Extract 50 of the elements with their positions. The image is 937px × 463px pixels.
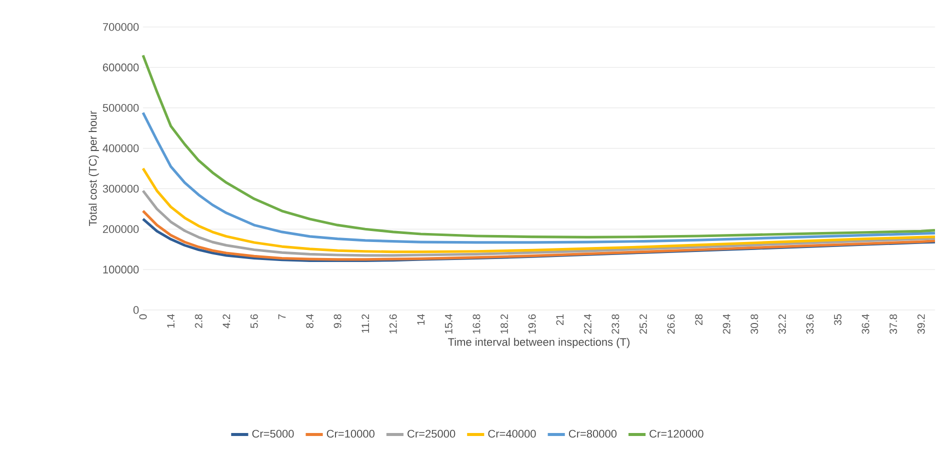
x-tick-label: 23.8 xyxy=(612,314,620,334)
x-tick-label: 18.2 xyxy=(500,314,508,334)
x-tick-label: 14 xyxy=(417,314,425,325)
x-tick-label: 37.8 xyxy=(890,314,898,334)
x-tick-label: 21 xyxy=(556,314,564,325)
legend-label: Cr=120000 xyxy=(650,430,704,438)
y-tick-label: 100000 xyxy=(103,266,139,274)
x-tick-label: 11.2 xyxy=(362,314,369,333)
legend-label: Cr=10000 xyxy=(326,430,374,438)
line-series xyxy=(142,210,936,261)
y-tick-label: 700000 xyxy=(103,23,139,31)
x-tick-label: 0 xyxy=(139,314,147,320)
x-tick-label: 5.6 xyxy=(250,314,258,328)
x-tick-label: 7 xyxy=(278,314,286,320)
x-axis-title: Time interval between inspections (T) xyxy=(448,338,630,348)
line-series xyxy=(142,111,936,244)
line-series xyxy=(142,167,936,254)
x-tick-label: 39.2 xyxy=(917,314,925,334)
x-tick-label: 12.6 xyxy=(389,314,397,334)
x-tick-label: 29.4 xyxy=(722,314,730,334)
x-tick-label: 35 xyxy=(834,314,842,326)
x-tick-label: 9.8 xyxy=(334,314,342,328)
line-series xyxy=(142,54,936,239)
x-tick-label: 22.4 xyxy=(584,314,592,334)
x-tick-label: 8.4 xyxy=(306,314,314,328)
x-tick-label: 30.8 xyxy=(750,314,758,334)
x-tick-label: 1.4 xyxy=(167,314,174,328)
x-tick-label: 32.2 xyxy=(778,314,786,334)
x-tick-label: 15.4 xyxy=(445,314,452,334)
legend-label: Cr=25000 xyxy=(408,430,456,438)
line-series xyxy=(142,189,936,257)
x-tick-label: 16.8 xyxy=(472,314,480,334)
y-tick-label: 0 xyxy=(133,306,139,314)
y-tick-label: 300000 xyxy=(102,184,139,193)
y-tick-label: 400000 xyxy=(102,144,139,152)
y-tick-label: 200000 xyxy=(102,225,139,234)
legend-label: Cr=5000 xyxy=(252,430,294,438)
x-tick-label: 28 xyxy=(695,314,703,325)
y-tick-label: 600000 xyxy=(103,64,139,72)
y-tick-label: 500000 xyxy=(102,104,139,112)
x-tick-label: 25.2 xyxy=(640,314,647,334)
x-tick-label: 26.6 xyxy=(667,314,675,334)
x-tick-label: 4.2 xyxy=(222,314,230,328)
x-tick-label: 33.6 xyxy=(806,314,814,334)
x-tick-label: 36.4 xyxy=(862,314,870,334)
x-tick-label: 2.8 xyxy=(194,314,202,328)
legend-label: Cr=40000 xyxy=(488,430,536,438)
legend-label: Cr=80000 xyxy=(568,430,617,438)
x-tick-label: 19.6 xyxy=(528,314,536,334)
y-axis-title: Total cost (TC) per hour xyxy=(88,110,99,226)
